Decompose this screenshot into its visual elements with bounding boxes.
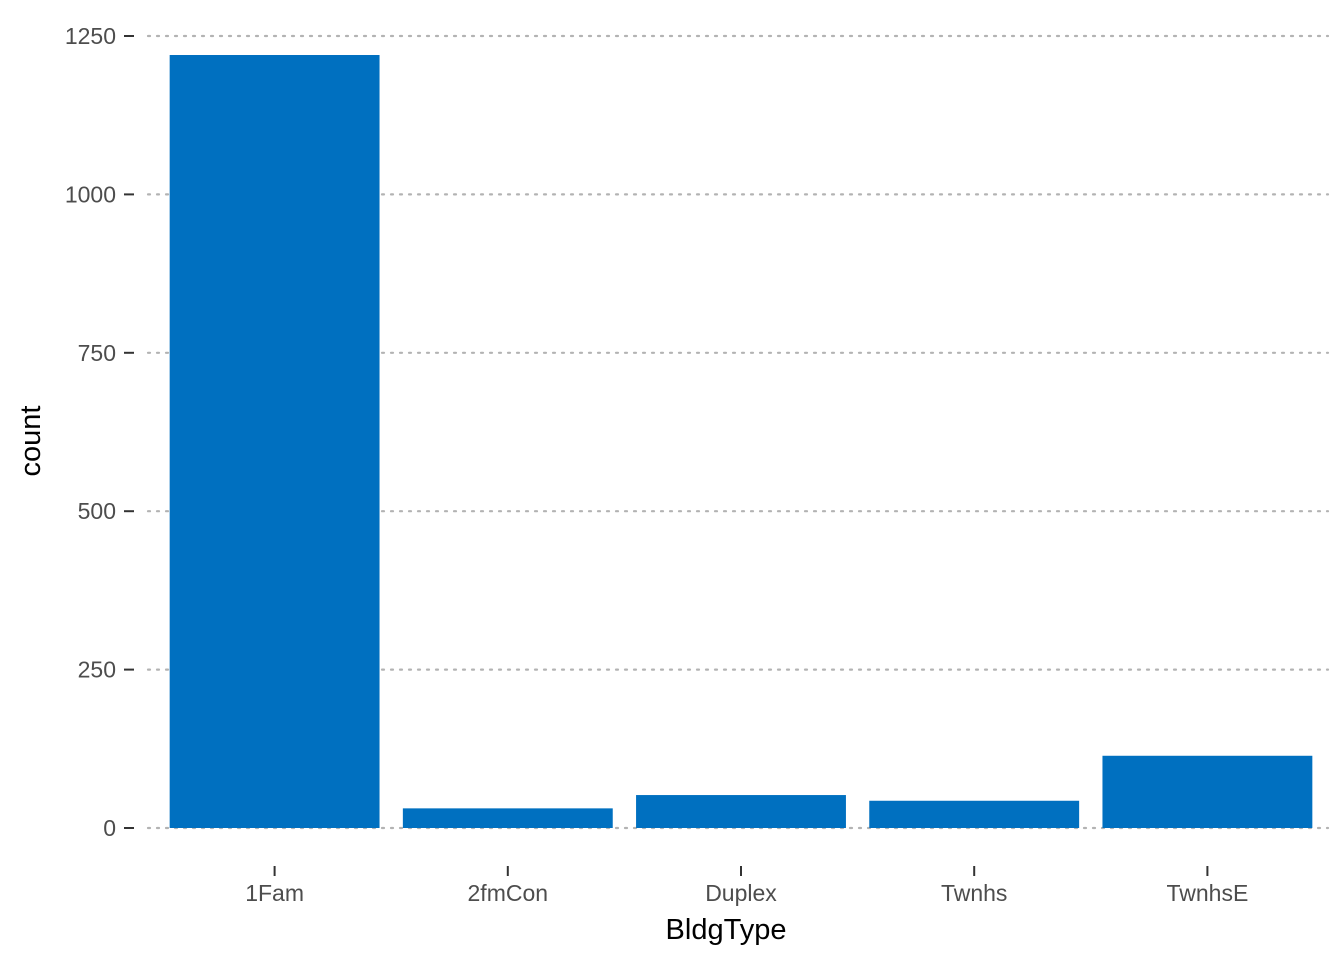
bar-1fam: [169, 55, 380, 829]
x-axis: 1Fam 2fmCon Duplex Twnhs TwnhsE: [245, 866, 1248, 906]
bars: [169, 55, 1313, 829]
y-tick-label: 1250: [65, 23, 116, 49]
y-tick-label: 500: [78, 498, 116, 524]
y-axis-title: count: [15, 406, 47, 477]
x-tick-label: 1Fam: [245, 880, 304, 906]
x-tick-label: TwnhsE: [1166, 880, 1248, 906]
x-tick-label: 2fmCon: [468, 880, 549, 906]
y-tick-label: 250: [78, 657, 116, 683]
x-axis-title: BldgType: [666, 914, 787, 946]
x-tick-label: Twnhs: [941, 880, 1007, 906]
bar-2fmcon: [402, 808, 613, 828]
y-tick-label: 0: [103, 815, 116, 841]
bar-twnhs: [869, 800, 1080, 828]
y-tick-label: 1000: [65, 181, 116, 207]
bar-duplex: [636, 795, 846, 828]
x-tick-label: Duplex: [705, 880, 777, 906]
bar-twnhse: [1102, 755, 1313, 828]
y-tick-label: 750: [78, 340, 116, 366]
y-axis: 0 250 500 750 1000 1250: [65, 23, 134, 841]
